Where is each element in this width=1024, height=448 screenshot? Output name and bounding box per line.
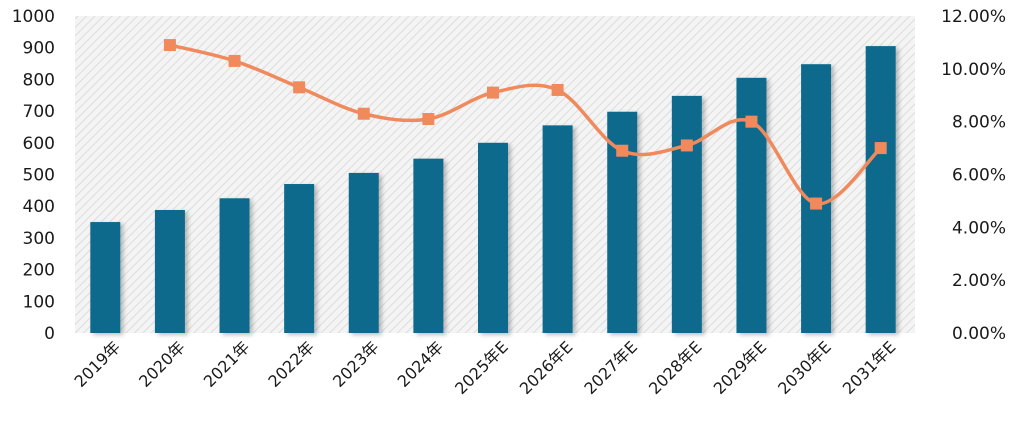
bar-7 <box>542 125 573 334</box>
left-axis: 0 100 200 300 400 500 600 700 800 900 1000 <box>12 7 55 344</box>
bar-4 <box>348 172 379 333</box>
bar-2 <box>219 198 250 333</box>
line-point-4 <box>357 107 370 120</box>
x-axis: 2019年 2020年 2021年 2022年 2023年 2024年 2025年E 2026… <box>71 337 900 398</box>
left-tick-label: 1000 <box>12 7 55 27</box>
bar-3 <box>284 184 315 333</box>
x-tick-label: 2019年 <box>71 337 125 391</box>
line-point-9 <box>680 139 693 152</box>
line-point-11 <box>810 197 823 210</box>
left-tick-label: 100 <box>23 292 55 312</box>
left-tick-label: 0 <box>44 324 55 344</box>
x-tick-label: 2030年E <box>774 337 835 398</box>
left-tick-label: 800 <box>23 70 55 90</box>
x-tick-label: 2027年E <box>580 337 641 398</box>
bar-0 <box>90 222 121 333</box>
x-tick-label: 2020年 <box>135 337 189 391</box>
left-tick-label: 500 <box>23 166 55 186</box>
bar-12 <box>865 46 896 334</box>
line-point-12 <box>874 142 887 155</box>
right-tick-label: 10.00% <box>941 60 1006 80</box>
x-tick-label: 2022年 <box>264 337 318 391</box>
line-point-6 <box>487 86 499 99</box>
bar-series <box>90 46 896 334</box>
x-tick-label: 2026年E <box>516 337 577 398</box>
line-point-8 <box>616 144 629 157</box>
line-point-5 <box>422 113 435 126</box>
line-point-2 <box>228 54 241 67</box>
left-tick-label: 900 <box>23 39 55 59</box>
bar-6 <box>478 142 508 333</box>
x-tick-label: 2031年E <box>839 337 900 398</box>
right-tick-label: 2.00% <box>952 271 1006 291</box>
right-axis: 0.00% 2.00% 4.00% 6.00% 8.00% 10.00% 12.00% <box>941 7 1006 344</box>
line-point-7 <box>551 83 564 96</box>
bar-9 <box>671 95 702 333</box>
left-tick-label: 200 <box>23 261 55 281</box>
left-tick-label: 600 <box>23 134 55 154</box>
x-tick-label: 2021年 <box>200 337 254 391</box>
left-tick-label: 400 <box>23 197 55 217</box>
right-tick-label: 4.00% <box>952 218 1006 238</box>
line-point-10 <box>745 115 758 128</box>
line-point-1 <box>163 39 176 52</box>
x-tick-label: 2023年 <box>329 337 383 391</box>
x-tick-label: 2025年E <box>451 337 512 398</box>
left-tick-label: 700 <box>23 102 55 122</box>
right-tick-label: 12.00% <box>941 7 1006 27</box>
right-tick-label: 8.00% <box>952 113 1006 133</box>
bar-1 <box>154 210 185 333</box>
x-tick-label: 2024年 <box>394 337 448 391</box>
bar-5 <box>413 158 444 333</box>
line-point-3 <box>293 81 306 94</box>
x-tick-label: 2029年E <box>710 337 771 398</box>
right-tick-label: 0.00% <box>952 324 1006 344</box>
left-tick-label: 300 <box>23 229 55 249</box>
right-tick-label: 6.00% <box>952 166 1006 186</box>
x-tick-label: 2028年E <box>645 337 706 398</box>
line-series <box>163 39 887 210</box>
